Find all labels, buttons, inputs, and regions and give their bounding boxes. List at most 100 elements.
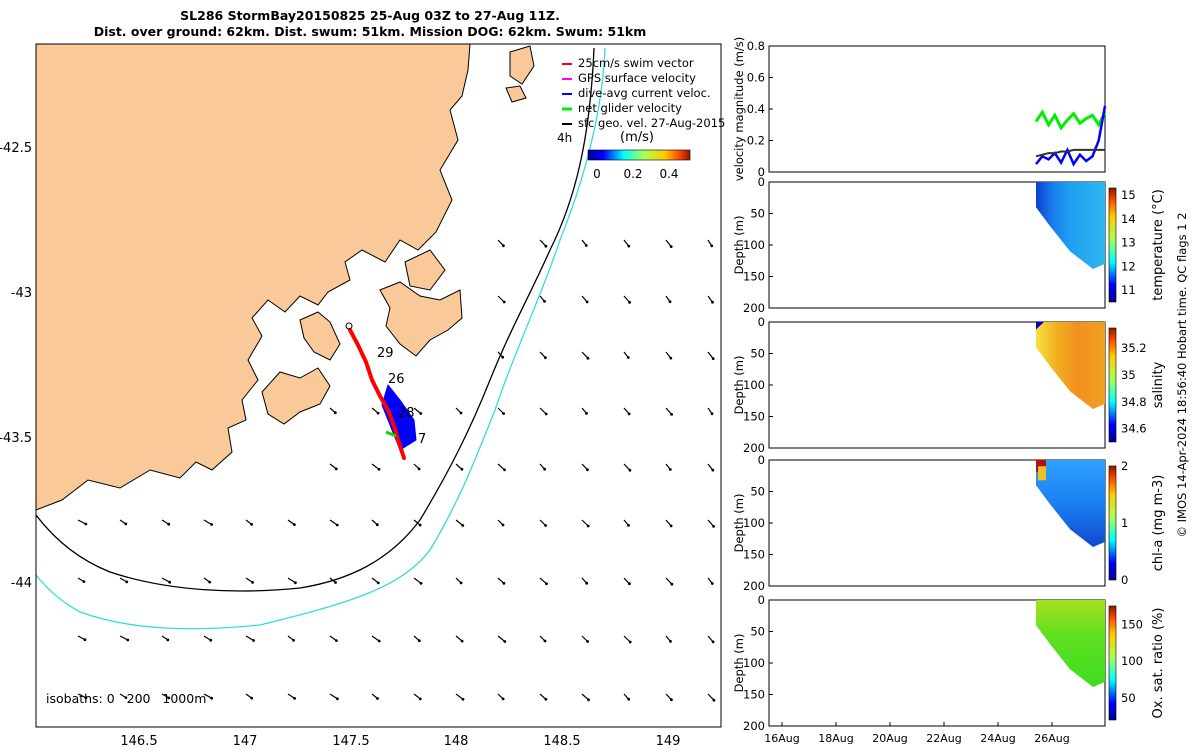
current-vector-arrowhead bbox=[501, 523, 505, 527]
current-vector-arrow bbox=[161, 577, 170, 583]
current-vector-arrowhead bbox=[334, 581, 337, 584]
current-vector-arrowhead bbox=[84, 696, 88, 700]
current-vector-arrowhead bbox=[334, 467, 338, 471]
legend-gps-velocity: GPS surface velocity bbox=[578, 71, 696, 85]
depth-ytick: 150 bbox=[743, 410, 765, 424]
current-vector-arrowhead bbox=[543, 467, 547, 471]
current-vector-arrowhead bbox=[501, 697, 505, 701]
current-vector-arrowhead bbox=[668, 300, 672, 304]
depth-ylabel: Depth (m) bbox=[732, 216, 746, 275]
depth-ytick: 200 bbox=[743, 719, 765, 733]
glider-net-velocity bbox=[385, 430, 397, 438]
current-vector-arrowhead bbox=[377, 467, 381, 471]
section-data-fill bbox=[1036, 322, 1105, 409]
map-xtick: 149 bbox=[656, 734, 681, 749]
current-vector-arrow bbox=[245, 635, 254, 642]
current-vector-arrow bbox=[707, 519, 715, 527]
time-xtick: 18Aug bbox=[818, 732, 853, 745]
current-vector-arrowhead bbox=[461, 697, 465, 701]
current-vector-arrowhead bbox=[586, 468, 589, 472]
colorbar-tick: 100 bbox=[1121, 654, 1143, 668]
section-colorbar bbox=[1108, 465, 1117, 581]
current-vector-arrowhead bbox=[418, 523, 422, 527]
current-vector-arrowhead bbox=[418, 697, 422, 701]
current-vector-arrowhead bbox=[710, 582, 714, 585]
current-vector-arrowhead bbox=[419, 412, 423, 415]
colorbar-tick: 15 bbox=[1121, 188, 1136, 202]
time-xtick: 20Aug bbox=[872, 732, 907, 745]
current-vector-arrowhead bbox=[502, 581, 506, 585]
current-vector-arrowhead bbox=[376, 411, 380, 415]
current-vector-arrowhead bbox=[628, 640, 632, 644]
current-vector-arrow bbox=[665, 577, 673, 585]
current-vector-arrow bbox=[665, 407, 673, 415]
colorbar-tick: 34.6 bbox=[1121, 422, 1147, 436]
current-vector-arrowhead bbox=[586, 356, 590, 360]
current-vector-arrowhead bbox=[627, 524, 630, 527]
section-data-fill bbox=[1036, 182, 1105, 269]
track-day-label-3: 28 bbox=[398, 406, 415, 421]
current-vector-arrowhead bbox=[124, 696, 128, 699]
current-vector-arrowhead bbox=[627, 412, 631, 416]
current-vector-arrowhead bbox=[669, 524, 673, 528]
current-vector-arrowhead bbox=[669, 245, 673, 249]
map-panel: 29 26 28 7 146.5 147 147.5 148 148.5 149… bbox=[0, 43, 725, 749]
depth-ylabel: Depth (m) bbox=[732, 494, 746, 553]
current-vector-arrowhead bbox=[585, 581, 589, 585]
current-vector-arrowhead bbox=[543, 639, 547, 643]
current-vector-arrowhead bbox=[712, 698, 716, 702]
current-vector-arrowhead bbox=[461, 524, 465, 527]
colorbar-tick: 2 bbox=[1121, 459, 1128, 473]
map-ytick: -43 bbox=[11, 286, 32, 301]
current-vector-arrowhead bbox=[710, 244, 714, 248]
track-day-label-1: 29 bbox=[377, 346, 394, 361]
current-vector-arrowhead bbox=[168, 580, 172, 584]
current-vector-arrow bbox=[497, 463, 505, 471]
time-xtick: 16Aug bbox=[764, 732, 799, 745]
current-vector-arrowhead bbox=[417, 639, 421, 643]
depth-ytick: 50 bbox=[750, 207, 765, 221]
map-xtick: 148.5 bbox=[543, 734, 580, 749]
colorbar-tick: 14 bbox=[1121, 212, 1136, 226]
current-vector-arrowhead bbox=[166, 638, 170, 642]
figure-title: SL286 StormBay20150825 25-Aug 03Z to 27-… bbox=[0, 8, 740, 40]
velocity-ylabel: velocity magnitude (m/s) bbox=[732, 37, 746, 182]
title-line-1: SL286 StormBay20150825 25-Aug 03Z to 27-… bbox=[180, 8, 560, 23]
section-panel-2: 0 50 100 150 200 Depth (m) 35.2 35 34.8 34.6 salin… bbox=[732, 315, 1166, 455]
section-panel-1: 0 50 100 150 200 Depth (m) 15 14 13 12 11 temperatu… bbox=[732, 175, 1166, 315]
current-vector-arrowhead bbox=[335, 523, 339, 527]
depth-ytick: 150 bbox=[743, 548, 765, 562]
current-vector-arrowhead bbox=[376, 697, 379, 700]
velocity-ytick: 0.8 bbox=[747, 39, 765, 53]
section-colorbar bbox=[1108, 187, 1117, 303]
speed-colorbar-tick: 0 bbox=[593, 167, 601, 181]
current-vector-arrowhead bbox=[503, 640, 507, 643]
title-line-2: Dist. over ground: 62km. Dist. swum: 51k… bbox=[93, 24, 647, 39]
current-vector-arrowhead bbox=[377, 639, 381, 643]
current-vector-arrow bbox=[665, 239, 672, 247]
map-legend: 25cm/s swim vector GPS surface velocity … bbox=[557, 56, 725, 181]
current-vector-arrowhead bbox=[336, 697, 339, 701]
current-vector-arrowhead bbox=[460, 639, 464, 643]
depth-ytick: 100 bbox=[743, 378, 765, 392]
current-vector-arrowhead bbox=[544, 356, 547, 360]
speed-colorbar bbox=[587, 149, 691, 161]
current-vector-arrowhead bbox=[544, 244, 548, 248]
current-vector-arrow bbox=[371, 463, 380, 470]
current-vector-arrowhead bbox=[627, 697, 631, 701]
velocity-series-line bbox=[1034, 109, 1107, 131]
current-vector-arrow bbox=[455, 693, 464, 700]
map-xtick: 147 bbox=[233, 734, 258, 749]
current-vector-arrow bbox=[413, 407, 422, 414]
current-vector-arrowhead bbox=[586, 640, 589, 643]
current-vector-arrowhead bbox=[544, 697, 548, 701]
land-island-tasman bbox=[379, 281, 463, 357]
isobath-1000m bbox=[36, 47, 606, 630]
track-day-label-2: 26 bbox=[388, 372, 405, 387]
time-xtick: 24Aug bbox=[980, 732, 1015, 745]
current-vector-arrowhead bbox=[417, 467, 421, 471]
current-vector-arrowhead bbox=[83, 638, 87, 642]
land-peninsula bbox=[261, 367, 331, 425]
current-vector-arrowhead bbox=[251, 581, 255, 584]
